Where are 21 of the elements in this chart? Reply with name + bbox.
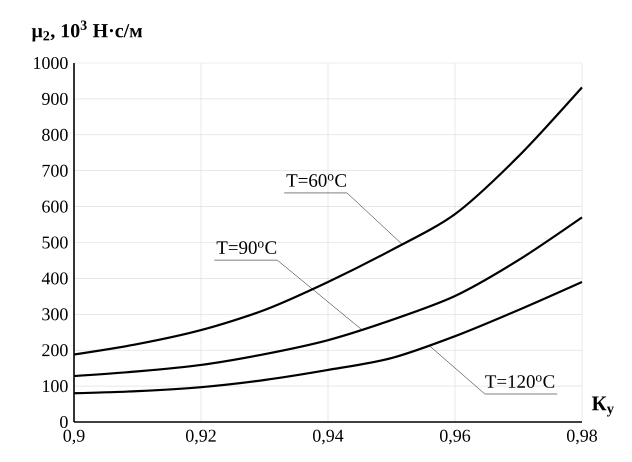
annotation: T=90$^{o}$C bbox=[216, 241, 276, 254]
x-tick-label: 0,9 bbox=[63, 430, 84, 444]
y-tick-label: 600 bbox=[42, 200, 68, 213]
y-tick-label: 900 bbox=[42, 92, 68, 105]
y-tick-label: 100 bbox=[43, 380, 68, 392]
y-tick-label: 500 bbox=[42, 236, 68, 249]
y-tick-label: 1000 bbox=[34, 56, 68, 70]
y-tick-label: 800 bbox=[42, 128, 68, 141]
y-tick-label: 0 bbox=[60, 416, 68, 428]
x-tick-label: 0,94 bbox=[312, 430, 344, 444]
y-axis-title: μ$_{2}$, 10$^{3}$ Н·с/м bbox=[32, 20, 142, 42]
y-tick-label: 400 bbox=[42, 272, 68, 284]
y-tick-label: 700 bbox=[42, 164, 68, 177]
x-tick-label: 0,98 bbox=[567, 430, 598, 444]
x-axis-title: К$_{у}$ bbox=[592, 396, 614, 416]
x-tick-label: 0,96 bbox=[440, 430, 470, 444]
annotation: T=60$^{o}$C bbox=[286, 174, 346, 187]
annotation: T=120$^{o}$C bbox=[485, 375, 554, 388]
y-tick-label: 200 bbox=[42, 344, 68, 356]
x-tick-label: 0,92 bbox=[186, 430, 216, 444]
y-tick-label: 300 bbox=[42, 308, 68, 320]
